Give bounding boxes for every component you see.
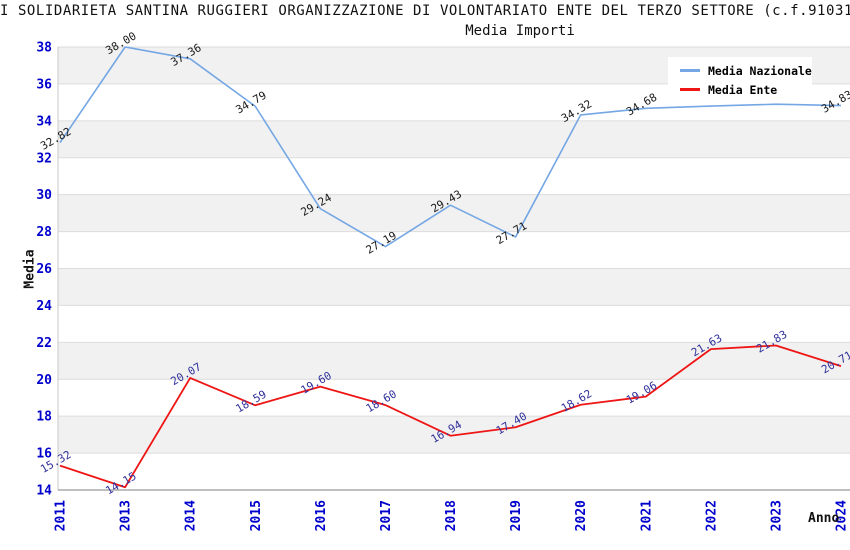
y-tick-label: 34 <box>36 114 52 129</box>
x-tick-label: 2022 <box>704 500 719 531</box>
x-tick-label: 2011 <box>54 500 69 531</box>
y-tick-label: 36 <box>36 77 52 92</box>
series-line-media-nazionale <box>59 46 842 248</box>
x-tick-label: 2016 <box>314 500 329 531</box>
x-tick-label: 2021 <box>639 500 654 531</box>
legend-label: Media Ente <box>708 82 778 97</box>
x-tick-label: 2024 <box>835 500 850 531</box>
x-tick-label: 2015 <box>249 500 264 531</box>
x-axis-title: Anno <box>808 511 840 526</box>
y-axis-title: Media <box>22 249 38 289</box>
data-label: 34.79 <box>234 89 269 117</box>
x-tick-label: 2023 <box>769 500 784 531</box>
legend-line-swatch-ente <box>680 88 700 91</box>
legend-item-media-nazionale: Media Nazionale <box>680 61 812 80</box>
data-label: 14.15 <box>103 470 138 498</box>
legend-item-media-ente: Media Ente <box>680 80 812 99</box>
data-label: 18.60 <box>364 387 399 415</box>
y-tick-label: 14 <box>36 484 52 499</box>
legend-line-swatch-nazionale <box>680 69 700 72</box>
data-label: 34.83 <box>819 88 850 116</box>
y-tick-label: 30 <box>36 188 52 203</box>
y-tick-label: 22 <box>36 336 52 351</box>
y-tick-label: 18 <box>36 410 52 425</box>
x-tick-label: 2014 <box>184 500 199 531</box>
plot-band <box>58 120 850 158</box>
x-tick-label: 2018 <box>444 500 459 531</box>
data-label: 34.68 <box>624 91 659 119</box>
y-tick-label: 20 <box>36 373 52 388</box>
data-label: 27.19 <box>364 229 399 257</box>
x-tick-label: 2020 <box>574 500 589 531</box>
legend: Media Nazionale Media Ente <box>668 57 812 101</box>
x-tick-label: 2019 <box>509 500 524 531</box>
y-tick-label: 24 <box>36 299 52 314</box>
chart-subtitle: Media Importi <box>465 23 575 39</box>
y-tick-label: 26 <box>36 262 52 277</box>
y-tick-label: 16 <box>36 447 52 462</box>
data-label: 18.59 <box>234 388 269 416</box>
data-label: 19.06 <box>624 379 659 407</box>
plot-band <box>58 194 850 232</box>
data-label: 18.62 <box>559 387 594 415</box>
chart-title: I SOLIDARIETA SANTINA RUGGIERI ORGANIZZA… <box>0 3 850 19</box>
legend-label: Media Nazionale <box>708 63 812 78</box>
y-tick-label: 32 <box>36 151 52 166</box>
y-tick-label: 28 <box>36 225 52 240</box>
x-tick-label: 2017 <box>379 500 394 531</box>
plot-band <box>58 268 850 306</box>
y-tick-label: 38 <box>36 41 52 56</box>
series-line-media-ente <box>59 344 842 489</box>
x-tick-label: 2013 <box>119 500 134 531</box>
